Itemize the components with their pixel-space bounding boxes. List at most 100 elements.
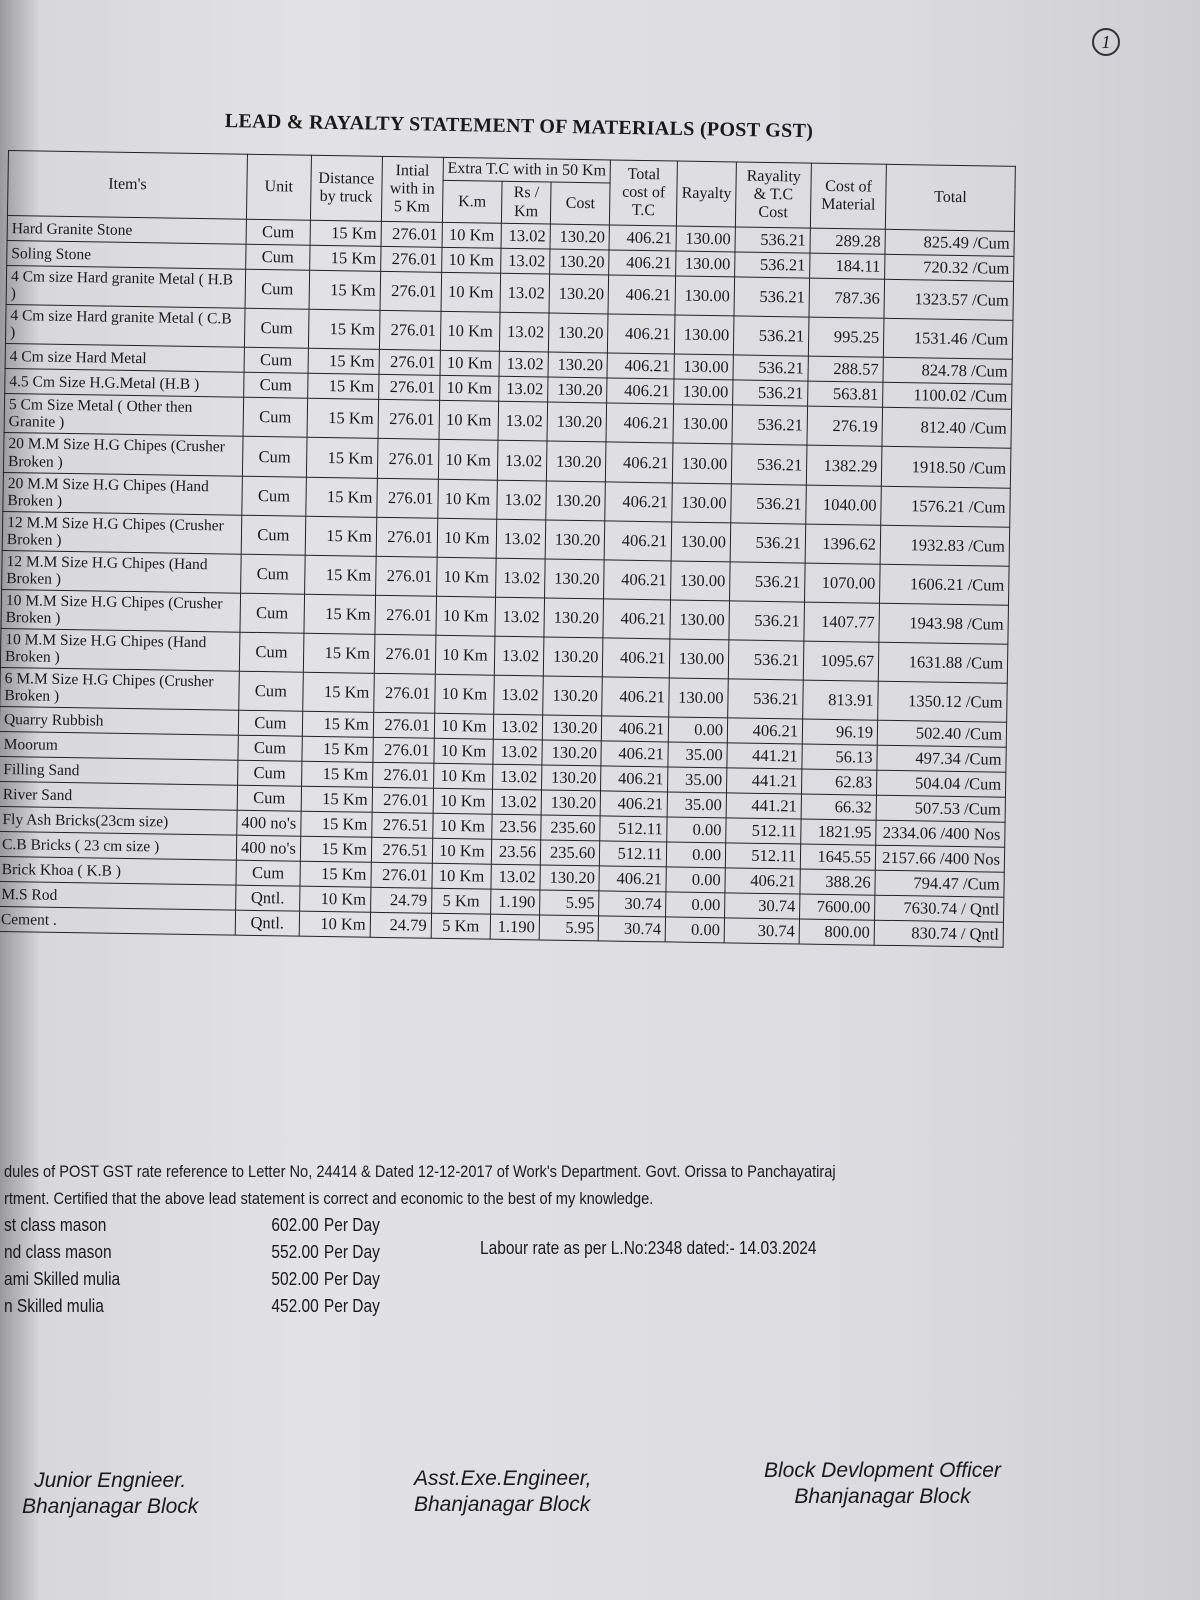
cell-rayalty-tc: 536.21: [732, 380, 809, 407]
cell-unit: Cum: [243, 397, 308, 438]
cell-rs-per-km: 13.02: [493, 714, 543, 741]
cell-rs-per-km: 13.02: [501, 223, 551, 250]
labour-name: n Skilled mulia: [4, 1296, 104, 1316]
cell-total-tc: 406.21: [601, 716, 669, 743]
header-extra-tc: Extra T.C with in 50 Km: [442, 157, 611, 184]
cell-total-tc: 406.21: [608, 275, 676, 316]
cell-rayalty: 130.00: [670, 560, 731, 601]
cell-rs-per-km: 1.190: [490, 914, 540, 941]
header-cost: Cost: [550, 182, 611, 226]
labour-unit: Per Day: [323, 1269, 380, 1289]
cell-extra-km: 10 Km: [433, 763, 493, 790]
cell-total: 1918.50 /Cum: [881, 446, 1011, 488]
cell-initial: 276.01: [379, 271, 442, 312]
cell-extra-km: 10 Km: [435, 596, 496, 637]
cell-rayalty-tc: 30.74: [724, 917, 800, 945]
cell-cost: 130.20: [542, 675, 603, 717]
cell-initial: 24.79: [369, 912, 432, 939]
cell-initial: 276.01: [372, 762, 434, 789]
cell-total-tc: 406.21: [600, 766, 669, 793]
cell-total-tc: 406.21: [600, 790, 668, 818]
signature-bdo: Block Devlopment Officer Bhanjanagar Blo…: [764, 1458, 1001, 1510]
cell-rayalty-tc: 512.11: [725, 842, 801, 870]
cell-total: 1100.02 /Cum: [882, 382, 1013, 410]
cell-rayalty: 130.00: [668, 677, 729, 718]
notes: dules of POST GST rate reference to Lett…: [4, 1158, 1070, 1212]
cell-total: 1576.21 /Cum: [880, 485, 1011, 527]
cell-extra-km: 10 Km: [434, 674, 495, 715]
cell-rayalty: 35.00: [667, 792, 727, 818]
cell-initial: 276.01: [378, 349, 441, 376]
cell-cost-material: 276.19: [807, 406, 883, 447]
cell-total-tc: 406.21: [607, 353, 675, 380]
cell-total-tc: 406.21: [603, 559, 672, 600]
cell-rayalty-tc: 536.21: [730, 522, 806, 563]
cell-total-tc: 406.21: [607, 314, 676, 355]
cell-cost: 130.20: [545, 519, 606, 560]
cell-item: M.S Rod: [0, 881, 236, 911]
labour-name: ami Skilled mulia: [4, 1269, 121, 1289]
cell-rayalty-tc: 30.74: [724, 892, 800, 920]
cell-cost-material: 995.25: [808, 317, 885, 358]
header-rs-km: Rs / Km: [501, 181, 552, 225]
cell-extra-km: 10 Km: [441, 222, 502, 249]
cell-unit: Cum: [235, 860, 301, 887]
cell-rayalty: 130.00: [673, 379, 734, 406]
cell-initial: 276.01: [374, 634, 436, 675]
labour-row: nd class mason 552.00 Per Day: [4, 1239, 380, 1266]
cell-extra-km: 10 Km: [435, 635, 495, 676]
cell-item: 4 Cm size Hard Metal: [5, 343, 245, 373]
cell-item: 5 Cm Size Metal ( Other then Granite ): [4, 393, 244, 437]
cell-distance: 15 Km: [301, 761, 373, 788]
cell-distance: 15 Km: [308, 309, 380, 350]
cell-cost-material: 563.81: [807, 381, 884, 408]
cell-item: Quarry Rubbish: [0, 706, 239, 736]
cell-distance: 10 Km: [298, 911, 371, 938]
cell-rayalty: 130.00: [676, 226, 736, 253]
cell-rs-per-km: 13.02: [500, 248, 551, 275]
cell-unit: Cum: [245, 244, 310, 271]
signature-asst-exe-engineer: Asst.Exe.Engineer, Bhanjanagar Block: [414, 1466, 591, 1518]
cell-total: 1932.83 /Cum: [880, 524, 1010, 567]
cell-extra-km: 10 Km: [433, 738, 494, 765]
cell-rayalty: 130.00: [672, 443, 733, 484]
cell-item: River Sand: [0, 781, 238, 811]
cell-extra-km: 10 Km: [436, 557, 497, 598]
cell-distance: 15 Km: [300, 811, 372, 838]
cell-total-tc: 406.21: [603, 598, 671, 639]
cell-unit: Cum: [242, 436, 307, 477]
cell-total: 825.49 /Cum: [885, 229, 1015, 257]
cell-initial: 276.01: [372, 737, 435, 764]
cell-cost: 5.95: [539, 915, 599, 941]
cell-extra-km: 5 Km: [430, 913, 491, 940]
cell-distance: 15 Km: [304, 554, 376, 596]
cell-total: 794.47 /Cum: [874, 870, 1005, 898]
cell-total-tc: 406.21: [604, 520, 673, 561]
cell-rs-per-km: 13.02: [492, 739, 543, 766]
cell-cost: 130.20: [550, 224, 610, 251]
header-total: Total: [885, 164, 1016, 232]
cell-cost-material: 62.83: [801, 769, 877, 796]
cell-cost-material: 787.36: [809, 278, 885, 319]
cell-unit: 400 no's: [236, 835, 301, 862]
cell-unit: Cum: [241, 514, 306, 555]
cell-rs-per-km: 13.02: [499, 351, 549, 378]
cell-unit: Qntl.: [235, 885, 300, 912]
cell-cost-material: 388.26: [799, 869, 876, 896]
cell-rayalty-tc: 406.21: [724, 867, 801, 895]
note-line: dules of POST GST rate reference to Lett…: [4, 1162, 836, 1181]
cell-distance: 15 Km: [307, 348, 380, 375]
materials-table: Item's Unit Distance by truck Intial wit…: [0, 150, 1016, 948]
cell-total: 504.04 /Cum: [876, 770, 1006, 798]
cell-extra-km: 10 Km: [440, 311, 501, 352]
cell-rayalty-tc: 536.21: [727, 678, 804, 720]
cell-extra-km: 10 Km: [436, 517, 497, 558]
cell-extra-km: 10 Km: [439, 375, 500, 402]
cell-item: Filling Sand: [0, 756, 238, 786]
cell-rayalty: 130.00: [675, 276, 735, 317]
cell-unit: 400 no's: [236, 810, 301, 837]
cell-rayalty: 35.00: [668, 742, 728, 768]
cell-total-tc: 406.21: [608, 250, 677, 277]
cell-rayalty: 130.00: [673, 404, 733, 445]
